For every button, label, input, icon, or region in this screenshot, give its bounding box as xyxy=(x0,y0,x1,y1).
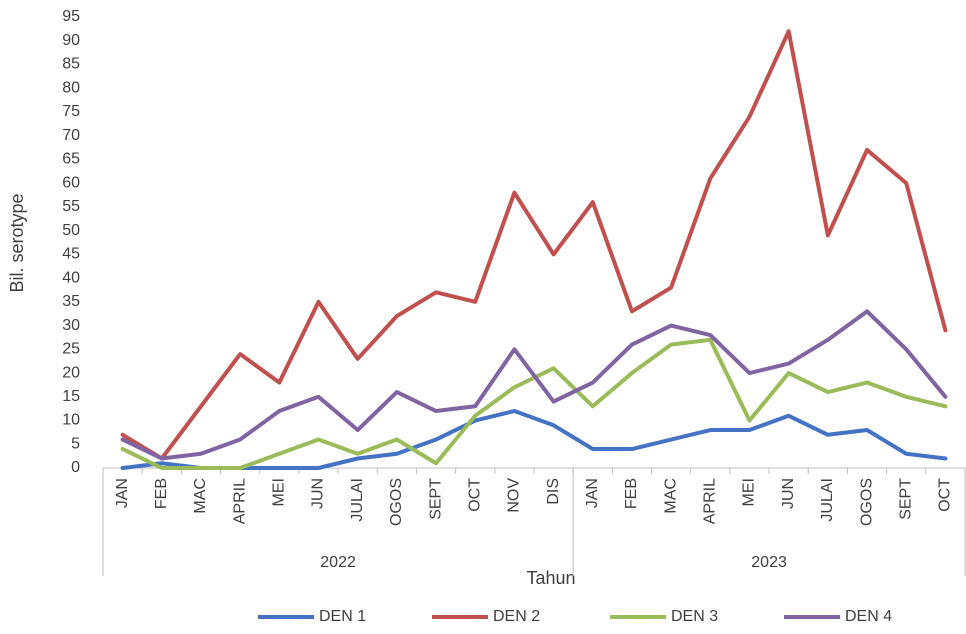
y-tick-label: 50 xyxy=(62,222,80,239)
x-tick-label: JAN xyxy=(584,478,601,508)
y-tick-label: 5 xyxy=(71,435,80,452)
legend-label: DEN 3 xyxy=(671,608,718,625)
y-tick-label: 55 xyxy=(62,198,80,215)
x-tick-label: JUN xyxy=(780,478,797,509)
x-tick-label: JULAI xyxy=(819,478,836,522)
y-tick-label: 25 xyxy=(62,341,80,358)
series-line xyxy=(120,409,948,470)
legend-label: DEN 1 xyxy=(319,608,366,625)
x-tick-label: JULAI xyxy=(349,478,366,522)
y-tick-label: 40 xyxy=(62,269,80,286)
y-tick-label: 35 xyxy=(62,293,80,310)
x-tick-label: JUN xyxy=(310,478,327,509)
y-tick-label: 75 xyxy=(62,103,80,120)
x-tick-label: MEI xyxy=(741,478,758,506)
x-tick-label: NOV xyxy=(506,478,523,513)
x-tick-label: OGOS xyxy=(858,478,875,526)
y-tick-label: 65 xyxy=(62,151,80,168)
x-tick-label: MAC xyxy=(662,478,679,514)
x-tick-label: SEPT xyxy=(427,478,444,520)
x-tick-label: OCT xyxy=(466,478,483,512)
y-tick-label: 45 xyxy=(62,246,80,263)
x-tick-label: DIS xyxy=(545,478,562,505)
x-axis-title: Tahun xyxy=(526,568,575,588)
x-tick-label: MAC xyxy=(192,478,209,514)
x-tick-label: JAN xyxy=(114,478,131,508)
y-tick-label: 80 xyxy=(62,79,80,96)
series-line xyxy=(120,309,948,461)
x-tick-label: APRIL xyxy=(702,478,719,524)
x-tick-label: OGOS xyxy=(388,478,405,526)
x-tick-label: APRIL xyxy=(231,478,248,524)
y-tick-label: 95 xyxy=(62,8,80,25)
x-tick-label: OCT xyxy=(937,478,954,512)
y-tick-label: 90 xyxy=(62,32,80,49)
y-tick-label: 70 xyxy=(62,127,80,144)
y-axis-title: Bil. serotype xyxy=(7,193,27,292)
group-label: 2022 xyxy=(320,554,356,571)
legend-label: DEN 2 xyxy=(493,608,540,625)
series-line xyxy=(120,29,948,461)
y-tick-label: 85 xyxy=(62,56,80,73)
y-tick-label: 0 xyxy=(71,459,80,476)
y-tick-label: 60 xyxy=(62,174,80,191)
y-tick-label: 15 xyxy=(62,388,80,405)
y-tick-label: 20 xyxy=(62,364,80,381)
x-tick-label: FEB xyxy=(623,478,640,509)
y-tick-label: 10 xyxy=(62,412,80,429)
x-tick-label: FEB xyxy=(153,478,170,509)
x-tick-label: SEPT xyxy=(897,478,914,520)
group-label: 2023 xyxy=(751,554,787,571)
x-tick-label: MEI xyxy=(271,478,288,506)
legend-label: DEN 4 xyxy=(845,608,892,625)
y-tick-label: 30 xyxy=(62,317,80,334)
